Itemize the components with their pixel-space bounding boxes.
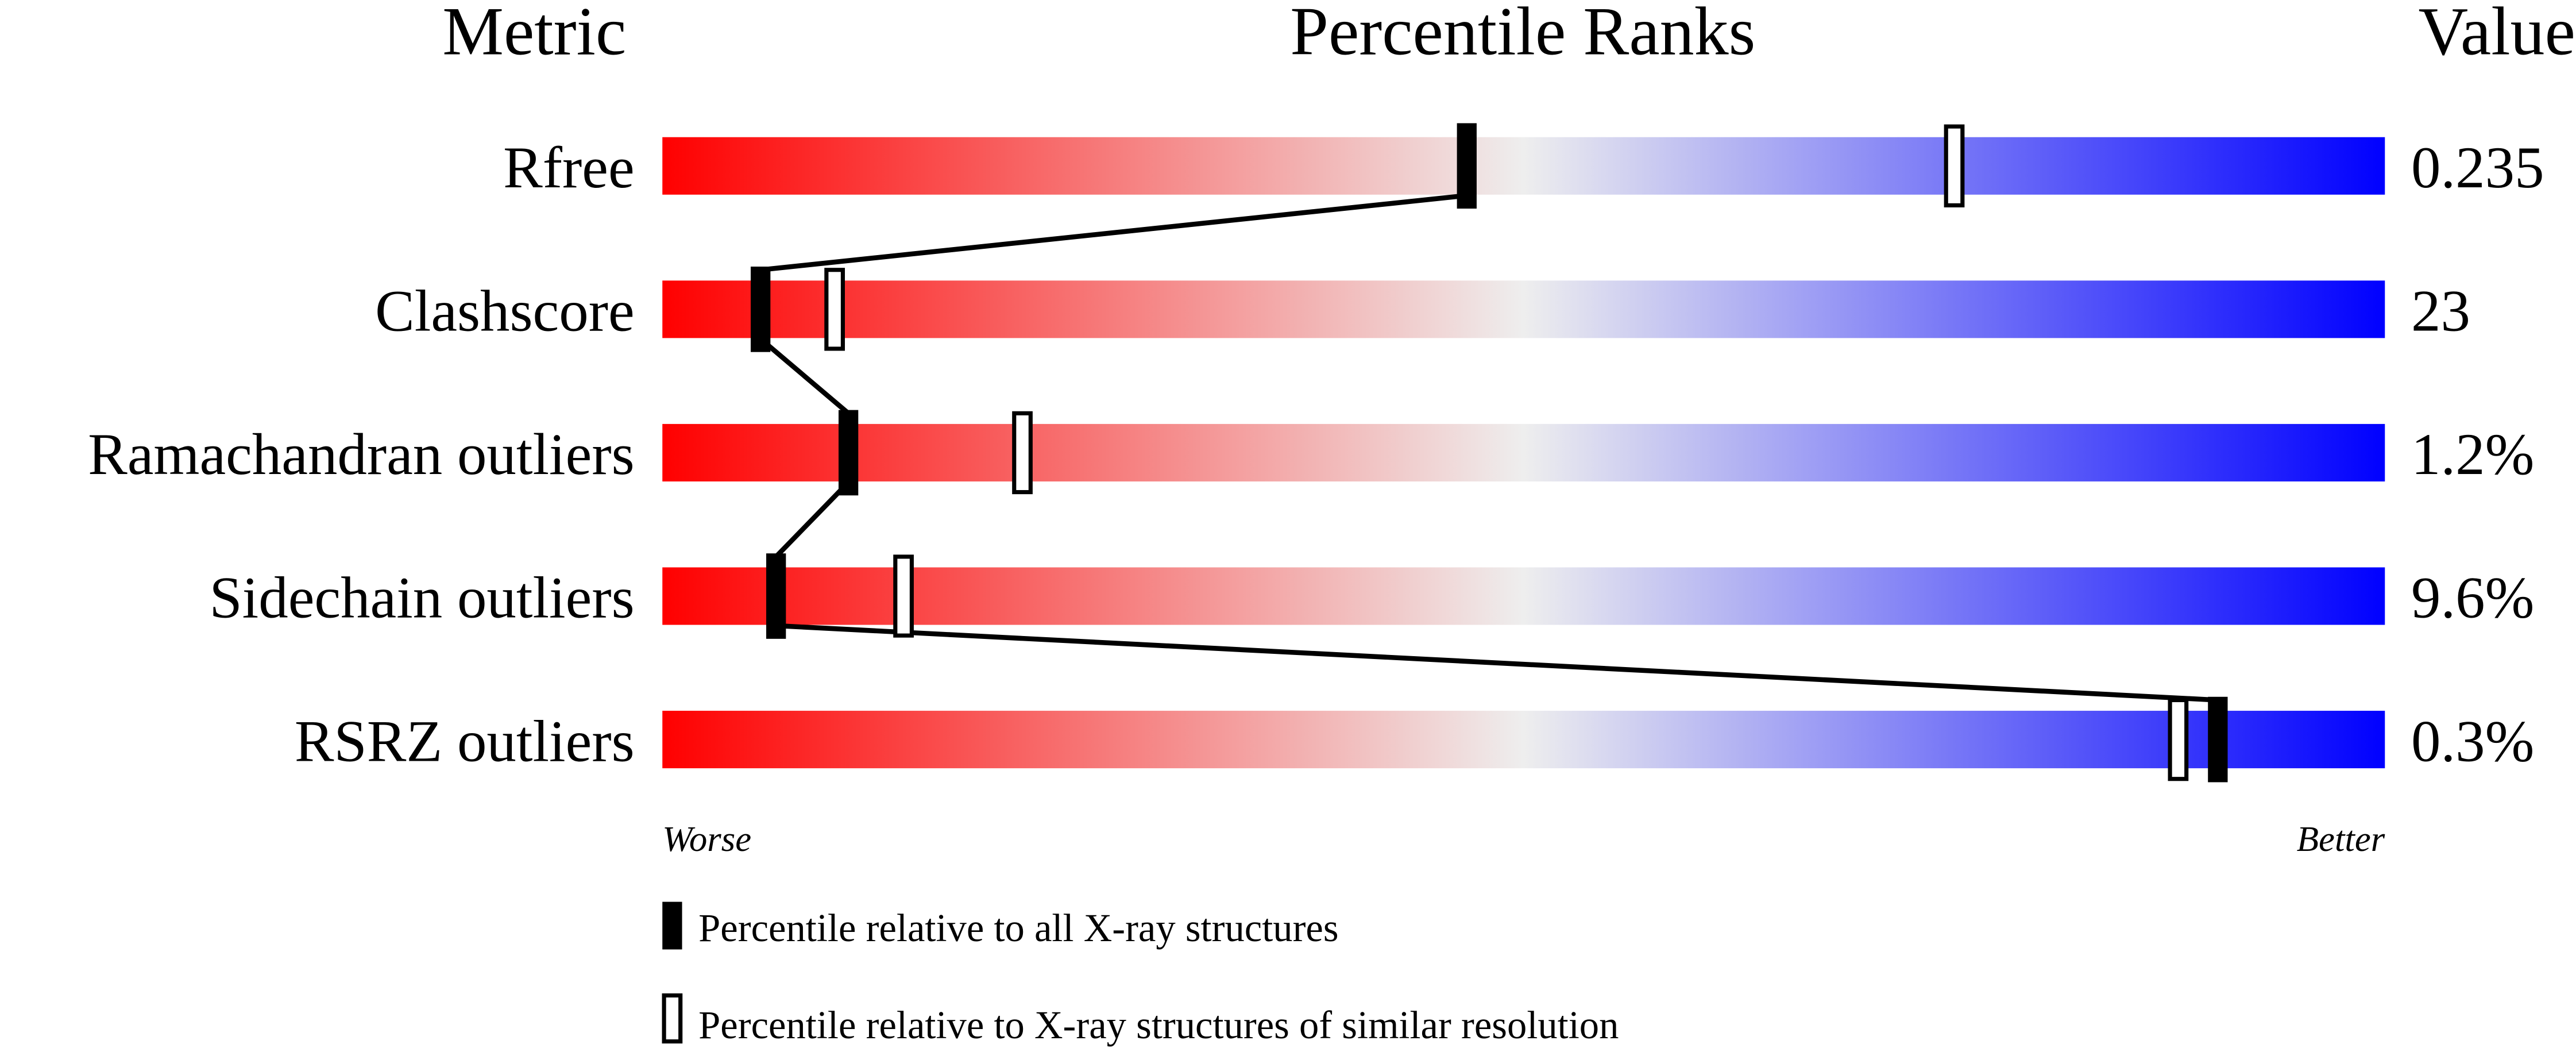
legend-filled-marker [662, 901, 682, 950]
metric-value: 1.2% [2411, 422, 2534, 487]
percentile-bar [662, 280, 2385, 338]
all-structures-percentile-marker [838, 410, 859, 496]
all-structures-percentile-marker [1457, 123, 1477, 209]
metric-label: Sidechain outliers [209, 565, 634, 631]
percentile-bar [662, 137, 2385, 195]
similar-resolution-percentile-marker [1012, 411, 1033, 495]
all-structures-percentile-marker [766, 553, 786, 639]
percentile-bar [662, 711, 2385, 769]
metric-value: 0.235 [2411, 135, 2544, 201]
header-metric: Metric [442, 0, 626, 69]
all-structures-percentile-marker [2208, 696, 2228, 783]
metric-value: 9.6% [2411, 565, 2534, 631]
similar-resolution-percentile-marker [1944, 124, 1965, 207]
similar-resolution-percentile-marker [893, 554, 914, 638]
metric-label: Ramachandran outliers [88, 422, 635, 487]
legend-label-all: Percentile relative to all X-ray structu… [698, 906, 1338, 950]
header-percentile-ranks: Percentile Ranks [1290, 0, 1755, 69]
similar-resolution-percentile-marker [2168, 698, 2189, 781]
metric-label: RSRZ outliers [295, 708, 635, 774]
all-structures-percentile-marker [751, 267, 771, 352]
metric-value: 0.3% [2411, 708, 2534, 774]
metric-value: 23 [2411, 279, 2470, 344]
metric-label: Clashscore [375, 279, 635, 344]
percentile-bar [662, 423, 2385, 481]
legend-open-marker [662, 993, 683, 1044]
header-value: Value [2419, 0, 2575, 69]
metric-label: Rfree [503, 135, 635, 201]
percentile-bar [662, 567, 2385, 625]
legend-label-similar: Percentile relative to X-ray structures … [698, 1003, 1619, 1047]
scale-label-better: Better [2297, 819, 2385, 859]
similar-resolution-percentile-marker [824, 268, 845, 351]
scale-label-worse: Worse [662, 819, 751, 859]
